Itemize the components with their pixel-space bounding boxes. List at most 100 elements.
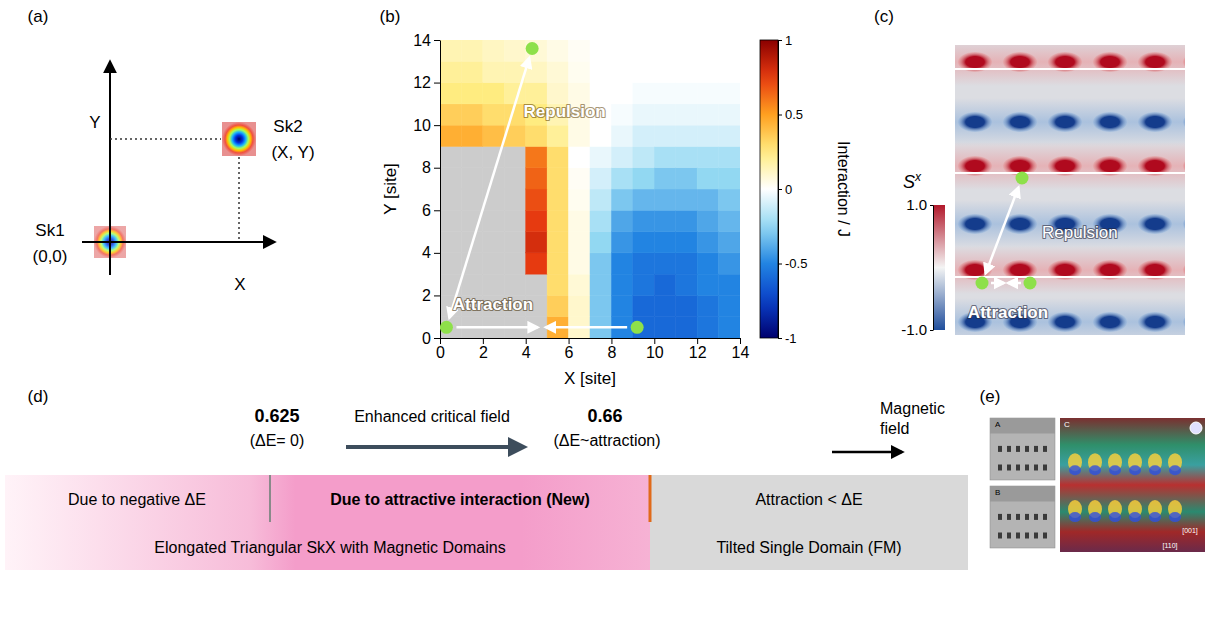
skyrmion-coords: (X, Y): [271, 143, 314, 162]
cell: [504, 40, 525, 61]
axis-cross: [94, 241, 126, 243]
cell: [697, 104, 718, 125]
excluded-cell: [526, 274, 547, 295]
skyrmion-blob: [1069, 465, 1081, 475]
domain-spot: [998, 533, 1002, 539]
colorbar-title-sup: x: [914, 170, 922, 184]
skyrmion-dot: [976, 277, 989, 290]
cell: [697, 146, 718, 167]
skyrmion-blob: [1149, 465, 1161, 475]
cell: [483, 40, 504, 61]
cell: [633, 253, 654, 274]
cell: [461, 83, 482, 104]
cell: [697, 210, 718, 231]
panel-d: (d)0.625(ΔE= 0)0.66(ΔE~attraction)Enhanc…: [5, 387, 968, 570]
domain-spot: [1007, 465, 1011, 471]
cell: [654, 83, 675, 104]
tick: 14: [413, 32, 440, 49]
domain-spot: [1034, 533, 1038, 539]
y-axis-line: [440, 41, 441, 339]
repulsion-arrow: [449, 58, 529, 318]
colorbar-axis-line: [933, 206, 934, 331]
colorbar-axis: 1.0-1.0: [901, 196, 933, 338]
lorentz-image: [1060, 418, 1205, 552]
cell: [461, 125, 482, 146]
skyrmion-dot: [1016, 172, 1029, 185]
blue-blob: [1003, 112, 1037, 132]
excluded-cell: [440, 232, 461, 253]
cell: [654, 317, 675, 338]
cell: [697, 83, 718, 104]
cell: [611, 104, 632, 125]
tick-mark: [434, 295, 440, 296]
domain-spot: [1043, 514, 1047, 520]
tick-mark: [930, 205, 933, 206]
tick: 2: [479, 338, 488, 361]
axis-label: Magneticfield: [880, 400, 945, 437]
cell: [440, 40, 461, 61]
cell: [676, 40, 697, 61]
tick: 8: [422, 159, 440, 176]
blue-blob: [1138, 214, 1172, 234]
tick-mark: [778, 338, 782, 339]
attraction-arrow: [1008, 282, 1021, 285]
domain-wall: [955, 276, 1185, 278]
y-axis: 02468101214: [413, 32, 440, 347]
cell: [697, 61, 718, 82]
tick-label: 1: [785, 33, 792, 48]
cell: [611, 146, 632, 167]
domain-spot: [1007, 446, 1011, 452]
cell: [719, 83, 740, 104]
skyrmion-blob: [1129, 512, 1141, 522]
cell: [569, 125, 590, 146]
cell: [526, 125, 547, 146]
panel-a: (a)YXSk1(0,0)Sk2(X, Y): [28, 7, 315, 294]
tick: 4: [522, 338, 531, 361]
cell: [611, 40, 632, 61]
skyrmion-blob: [1149, 512, 1161, 522]
cell: [676, 61, 697, 82]
cells: [440, 40, 740, 338]
cell: [590, 253, 611, 274]
excluded-cell: [504, 168, 525, 189]
cell: [590, 210, 611, 231]
cell: [590, 232, 611, 253]
cell: [547, 253, 568, 274]
cell: [590, 189, 611, 210]
cell: [547, 61, 568, 82]
blue-band: [955, 200, 1185, 248]
cell: [590, 40, 611, 61]
cell: [569, 168, 590, 189]
domain-spot: [1025, 533, 1029, 539]
domain-spot: [1034, 446, 1038, 452]
region-label: Tilted Single Domain (FM): [716, 539, 901, 556]
tick-label: 14: [732, 344, 750, 361]
cell: [676, 210, 697, 231]
domain-spot: [1016, 533, 1020, 539]
skyrmion-point: [631, 321, 644, 334]
panel-label: (b): [380, 7, 401, 26]
axis-title: X: [234, 275, 245, 294]
tick-label: 2: [479, 344, 488, 361]
tick: 1: [778, 33, 792, 48]
blue-blob: [1138, 312, 1172, 332]
cell: [547, 232, 568, 253]
excluded-cell: [504, 210, 525, 231]
cell: [483, 125, 504, 146]
tick: 12: [413, 74, 440, 91]
threshold-note: (ΔE~attraction): [553, 432, 660, 449]
cell: [569, 253, 590, 274]
excluded-cell: [504, 274, 525, 295]
domain-wall: [955, 68, 1185, 70]
direction-label: [110]: [1162, 542, 1177, 550]
cell: [461, 61, 482, 82]
excluded-cell: [461, 274, 482, 295]
excluded-cell: [440, 253, 461, 274]
x-axis-line: [441, 338, 741, 339]
cell: [654, 61, 675, 82]
panel-label: (e): [980, 387, 1001, 406]
annotation: Repulsion: [524, 102, 606, 121]
cell: [633, 168, 654, 189]
tick-mark: [778, 115, 782, 116]
tick-label: 6: [565, 344, 574, 361]
